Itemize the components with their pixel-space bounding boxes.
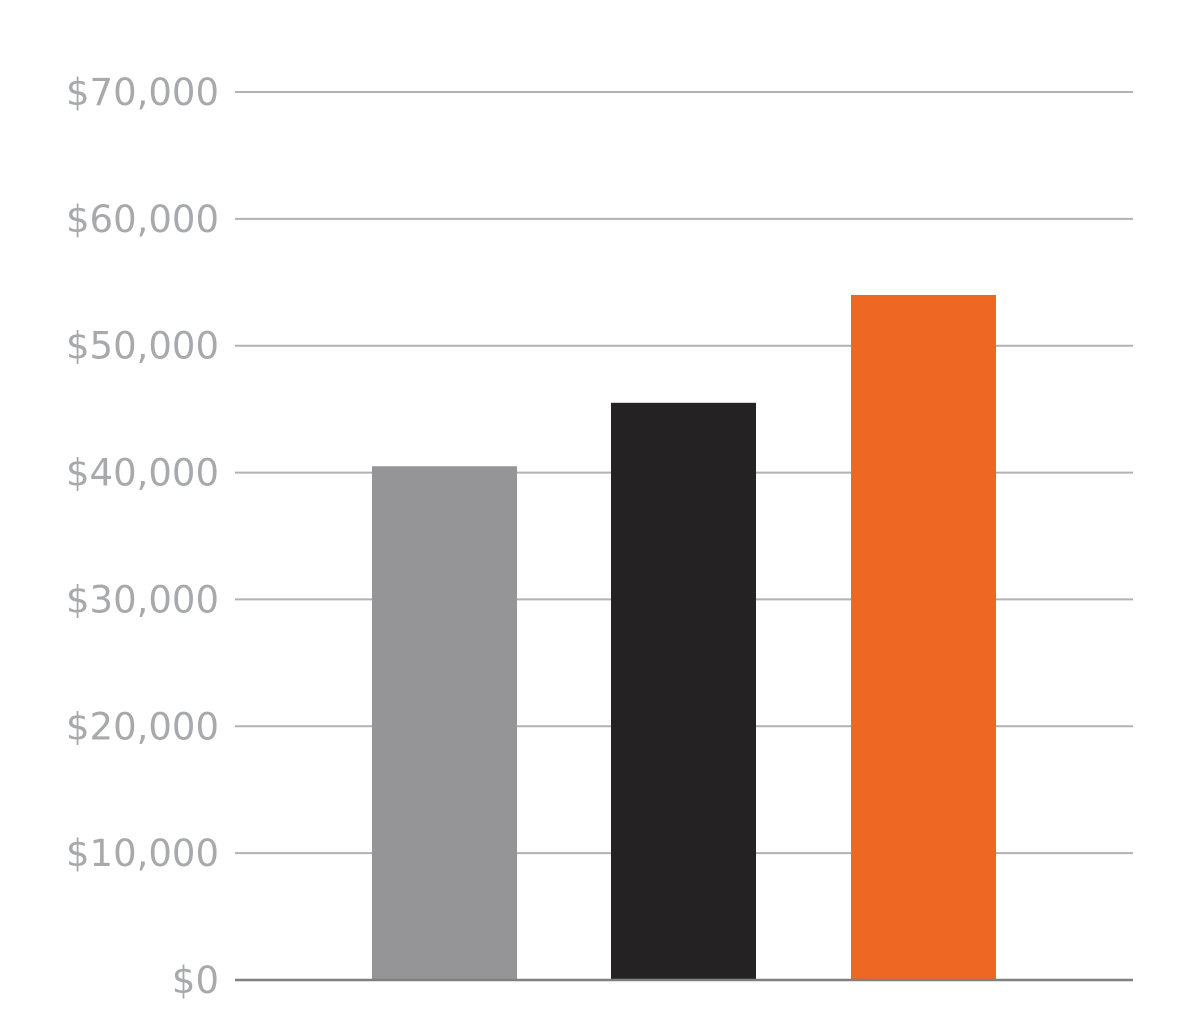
y-tick-label: $10,000 bbox=[66, 832, 219, 875]
bar-2 bbox=[611, 402, 756, 980]
y-tick-label: $50,000 bbox=[66, 325, 219, 368]
bars bbox=[372, 294, 996, 980]
y-tick-label: $0 bbox=[172, 959, 219, 1002]
bar-1 bbox=[372, 466, 517, 980]
y-tick-label: $60,000 bbox=[66, 198, 219, 241]
y-tick-label: $20,000 bbox=[66, 705, 219, 748]
y-tick-label: $70,000 bbox=[66, 71, 219, 114]
bar-3 bbox=[851, 294, 996, 980]
y-axis-tick-labels: $0 $10,000 $20,000 $30,000 $40,000 $50,000 $60… bbox=[66, 71, 219, 1002]
y-tick-label: $40,000 bbox=[66, 452, 219, 495]
y-tick-label: $30,000 bbox=[66, 578, 219, 621]
